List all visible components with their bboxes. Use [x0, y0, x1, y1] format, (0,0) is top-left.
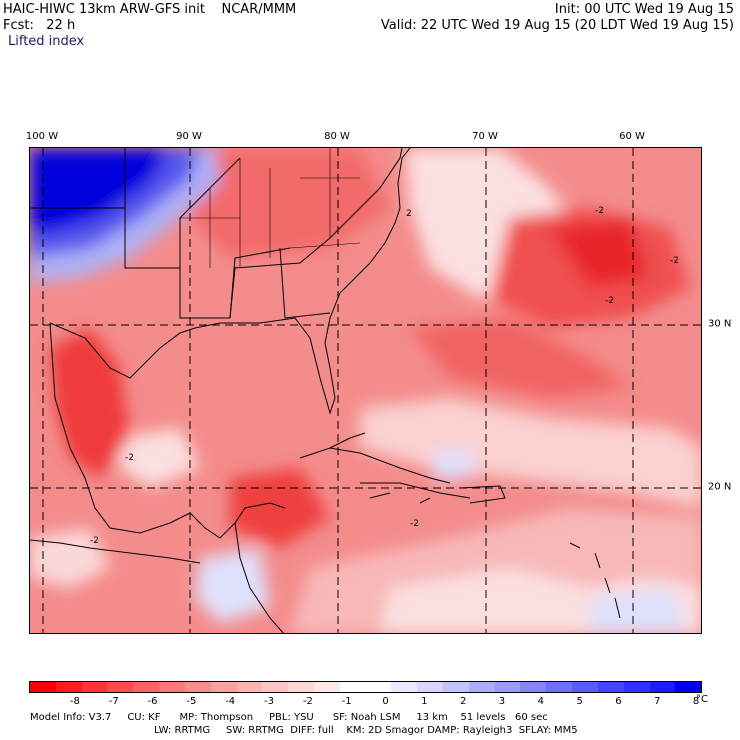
- map-canvas: 2 -2 -2 -2 -2 -2 -2: [30, 148, 701, 633]
- latlon-grid: [30, 148, 701, 633]
- colorbar-swatch: [468, 682, 495, 692]
- colorbar-swatch: [184, 682, 211, 692]
- colorbar: [29, 681, 702, 693]
- colorbar-swatch: [107, 682, 134, 692]
- lat-label-30n: 30 N: [708, 318, 732, 330]
- colorbar-tick-label: -3: [264, 696, 275, 707]
- contour-label: -2: [605, 296, 614, 306]
- lon-label-70w: 70 W: [472, 131, 498, 142]
- colorbar-swatch: [365, 682, 392, 692]
- colorbar-swatch: [210, 682, 237, 692]
- colorbar-swatch: [55, 682, 82, 692]
- colorbar-swatch: [675, 682, 702, 692]
- colorbar-swatch: [597, 682, 624, 692]
- model-info-line2: LW: RRTMG SW: RRTMG DIFF: full KM: 2D Sm…: [154, 725, 578, 736]
- colorbar-tick-label: -6: [147, 696, 158, 707]
- contour-labels: 2 -2 -2 -2 -2 -2 -2: [90, 206, 679, 546]
- colorbar-swatch: [236, 682, 263, 692]
- field-name: Lifted index: [8, 34, 85, 49]
- lifted-index-map[interactable]: 2 -2 -2 -2 -2 -2 -2: [29, 147, 702, 634]
- coastlines: [30, 148, 621, 633]
- colorbar-tick-label: -8: [69, 696, 80, 707]
- colorbar-swatch: [339, 682, 366, 692]
- lon-label-80w: 80 W: [324, 131, 350, 142]
- colorbar-swatch: [313, 682, 340, 692]
- contour-label: -2: [595, 206, 604, 216]
- lon-label-100w: 100 W: [25, 131, 59, 142]
- colorbar-swatch: [623, 682, 650, 692]
- colorbar-swatch: [649, 682, 676, 692]
- colorbar-swatch: [443, 682, 469, 692]
- colorbar-tick-label: 3: [498, 696, 506, 707]
- colorbar-tick-label: 6: [615, 696, 622, 707]
- colorbar-tick-label: 0: [382, 696, 389, 707]
- colorbar-swatch: [572, 682, 598, 692]
- contour-label: -2: [670, 256, 679, 266]
- model-title: HAIC-HIWC 13km ARW-GFS init NCAR/MMM: [3, 2, 297, 17]
- colorbar-swatch: [288, 682, 314, 692]
- colorbar-tick-label: -7: [108, 696, 119, 707]
- colorbar-unit: °C: [696, 694, 708, 705]
- colorbar-tick-label: 1: [421, 696, 428, 707]
- colorbar-tick-label: -4: [225, 696, 236, 707]
- colorbar-tick-label: 2: [459, 696, 467, 707]
- colorbar-tick-label: -5: [186, 696, 197, 707]
- colorbar-tick-label: -2: [302, 696, 313, 707]
- lon-label-60w: 60 W: [619, 131, 645, 142]
- colorbar-swatch: [417, 682, 443, 692]
- colorbar-swatch: [520, 682, 547, 692]
- colorbar-tick-label: 7: [654, 696, 661, 707]
- colorbar-swatch: [133, 682, 160, 692]
- contour-label: -2: [90, 536, 99, 546]
- state-borders: [124, 148, 361, 268]
- forecast-hour: Fcst: 22 h: [3, 18, 76, 33]
- colorbar-swatch: [546, 682, 573, 692]
- colorbar-swatch: [30, 682, 56, 692]
- colorbar-tick-label: 5: [576, 696, 583, 707]
- colorbar-swatch: [391, 682, 418, 692]
- colorbar-swatch: [159, 682, 185, 692]
- colorbar-tick-label: 8: [692, 696, 700, 707]
- init-time: Init: 00 UTC Wed 19 Aug 15: [554, 2, 734, 17]
- model-info-line1: Model Info: V3.7 CU: KF MP: Thompson PBL…: [30, 712, 548, 723]
- contour-label: -2: [125, 453, 134, 463]
- colorbar-tick-label: -1: [341, 696, 352, 707]
- colorbar-tick-label: 4: [537, 696, 544, 707]
- colorbar-swatch: [81, 682, 108, 692]
- contour-label: 2: [406, 209, 412, 219]
- colorbar-swatch: [494, 682, 521, 692]
- contour-label: -2: [410, 519, 419, 529]
- lon-label-90w: 90 W: [176, 131, 202, 142]
- lat-label-20n: 20 N: [708, 481, 732, 493]
- valid-time: Valid: 22 UTC Wed 19 Aug 15 (20 LDT Wed …: [380, 18, 734, 33]
- colorbar-swatch: [262, 682, 289, 692]
